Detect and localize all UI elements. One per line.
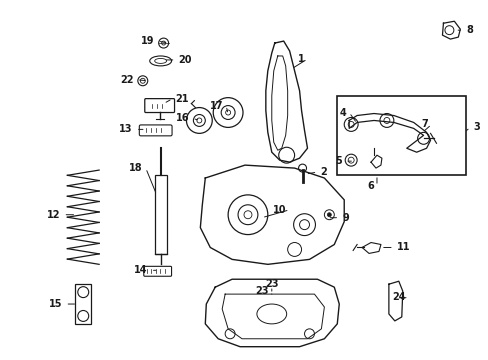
Text: 12: 12	[47, 210, 61, 220]
Text: 21: 21	[175, 94, 189, 104]
Text: 2: 2	[320, 167, 326, 177]
Text: 16: 16	[176, 113, 189, 123]
Text: 6: 6	[366, 181, 373, 191]
Circle shape	[326, 213, 331, 217]
Bar	[337, 96, 466, 175]
Text: 9: 9	[342, 213, 348, 223]
Text: 23: 23	[264, 279, 278, 289]
Text: 24: 24	[391, 292, 405, 302]
Text: 14: 14	[134, 265, 147, 275]
Text: 8: 8	[466, 25, 472, 35]
Text: 20: 20	[178, 55, 192, 65]
Text: 13: 13	[119, 125, 133, 134]
Text: 17: 17	[209, 100, 223, 111]
Text: 4: 4	[339, 108, 346, 117]
Text: 7: 7	[421, 120, 427, 130]
Text: 18: 18	[129, 163, 142, 173]
Text: 23: 23	[255, 286, 268, 296]
Text: 15: 15	[49, 299, 62, 309]
Text: 11: 11	[396, 243, 409, 252]
Bar	[154, 175, 166, 255]
Text: 3: 3	[472, 122, 479, 132]
Text: 1: 1	[297, 54, 304, 64]
Text: 10: 10	[273, 205, 286, 215]
Text: 22: 22	[120, 75, 134, 85]
Text: 19: 19	[141, 36, 154, 46]
Bar	[75, 284, 91, 324]
Text: 5: 5	[335, 156, 342, 166]
